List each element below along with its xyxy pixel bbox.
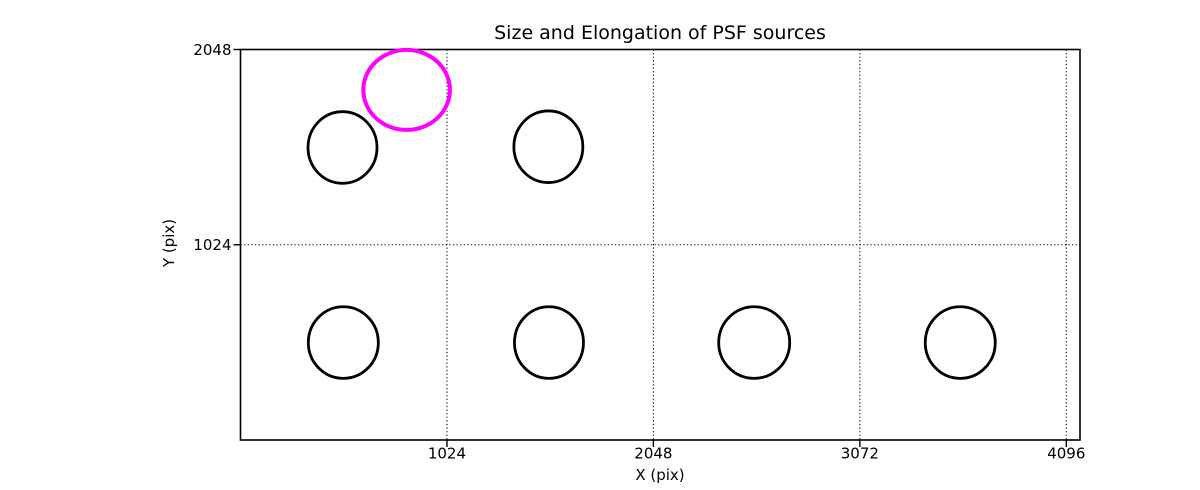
x-axis-label: X (pix) <box>635 466 685 484</box>
chart-title: Size and Elongation of PSF sources <box>494 22 826 44</box>
highlighted-psf-source-ellipse <box>361 47 452 132</box>
y-tick-label: 2048 <box>193 41 231 59</box>
psf-source-ellipse <box>306 305 380 380</box>
x-tick-label: 1024 <box>428 445 466 463</box>
psf-source-ellipse <box>512 109 585 184</box>
psf-source-ellipse <box>923 305 997 380</box>
psf-source-ellipse <box>717 305 792 380</box>
x-tick-label: 3072 <box>841 445 879 463</box>
x-tick-label: 2048 <box>634 445 672 463</box>
psf-source-ellipse <box>513 305 585 380</box>
y-tick-label: 1024 <box>193 236 231 254</box>
x-tick-label: 4096 <box>1047 445 1085 463</box>
psf-source-ellipse <box>306 110 379 185</box>
